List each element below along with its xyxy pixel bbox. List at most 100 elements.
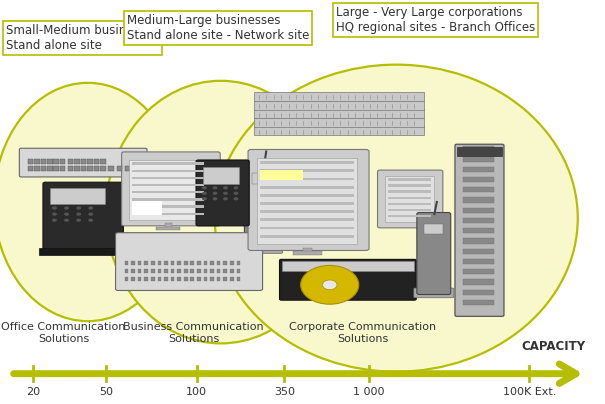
FancyBboxPatch shape (244, 162, 280, 250)
Circle shape (212, 197, 217, 200)
Bar (230, 277, 234, 281)
Circle shape (76, 213, 81, 216)
Bar (87, 166, 93, 171)
Bar (388, 178, 431, 181)
Bar (125, 166, 130, 171)
Bar (217, 261, 220, 265)
Bar (388, 184, 431, 187)
Text: 100K Ext.: 100K Ext. (503, 387, 556, 397)
Bar (191, 277, 194, 281)
Bar (165, 223, 172, 228)
Bar (132, 170, 204, 172)
Bar (237, 261, 240, 265)
Circle shape (64, 213, 69, 216)
FancyBboxPatch shape (43, 182, 123, 254)
Bar (197, 277, 201, 281)
Bar (463, 167, 494, 172)
Bar (41, 166, 46, 171)
Bar (138, 277, 142, 281)
Bar (171, 261, 174, 265)
Bar (151, 277, 155, 281)
Bar (132, 184, 204, 186)
Bar (157, 269, 161, 273)
Bar (260, 194, 354, 197)
Bar (257, 158, 357, 244)
Bar (463, 187, 494, 192)
FancyBboxPatch shape (417, 213, 451, 295)
FancyBboxPatch shape (122, 152, 220, 226)
Circle shape (301, 265, 359, 304)
Bar (388, 215, 431, 217)
Bar (203, 167, 239, 184)
Bar (237, 269, 240, 273)
Circle shape (234, 191, 238, 195)
Bar (100, 159, 106, 164)
Bar (463, 156, 494, 162)
Bar (260, 169, 354, 172)
Bar (131, 277, 135, 281)
Bar (60, 166, 65, 171)
Ellipse shape (0, 83, 182, 321)
Bar (145, 269, 148, 273)
Text: Office Communication
Solutions: Office Communication Solutions (1, 322, 126, 344)
Bar (184, 277, 188, 281)
Text: Business Communication
Solutions: Business Communication Solutions (123, 322, 264, 344)
Bar (302, 248, 312, 252)
Bar (60, 159, 65, 164)
FancyBboxPatch shape (116, 233, 263, 290)
Bar (184, 269, 188, 273)
Bar (47, 159, 53, 164)
Bar (47, 166, 53, 171)
Bar (463, 248, 494, 254)
Bar (41, 159, 46, 164)
Bar (145, 277, 148, 281)
Bar (129, 160, 209, 220)
Bar (424, 224, 443, 234)
Circle shape (212, 191, 217, 195)
Bar (81, 159, 87, 164)
Bar (260, 170, 302, 180)
Bar (34, 166, 40, 171)
Bar (254, 118, 424, 127)
Bar (463, 279, 494, 284)
Circle shape (223, 197, 228, 200)
Bar (132, 201, 162, 215)
Bar (204, 261, 208, 265)
Bar (463, 290, 494, 295)
Bar (156, 227, 180, 230)
Bar (28, 159, 33, 164)
Bar (388, 209, 431, 211)
Bar (108, 166, 114, 171)
Bar (463, 259, 494, 264)
Bar (132, 191, 204, 194)
Bar (125, 261, 128, 265)
Bar (254, 126, 424, 135)
Bar (223, 261, 227, 265)
Text: Medium-Large businesses
Stand alone site - Network site: Medium-Large businesses Stand alone site… (127, 14, 309, 42)
Text: 1 000: 1 000 (353, 387, 385, 397)
Bar (53, 166, 59, 171)
Bar (463, 177, 494, 182)
Bar (457, 147, 502, 156)
Circle shape (52, 213, 57, 216)
Bar (177, 269, 181, 273)
Bar (388, 196, 431, 199)
Bar (74, 166, 80, 171)
Bar (164, 261, 168, 265)
Bar (463, 208, 494, 213)
Bar (87, 159, 93, 164)
Text: 20: 20 (26, 387, 41, 397)
Bar (230, 261, 234, 265)
Bar (39, 248, 124, 255)
Circle shape (212, 186, 217, 189)
Circle shape (88, 219, 93, 222)
Bar (171, 269, 174, 273)
Bar (260, 210, 354, 213)
Bar (171, 277, 174, 281)
Bar (177, 277, 181, 281)
Bar (463, 218, 494, 223)
Bar (463, 198, 494, 203)
Bar (94, 166, 99, 171)
Bar (210, 261, 214, 265)
Bar (164, 269, 168, 273)
